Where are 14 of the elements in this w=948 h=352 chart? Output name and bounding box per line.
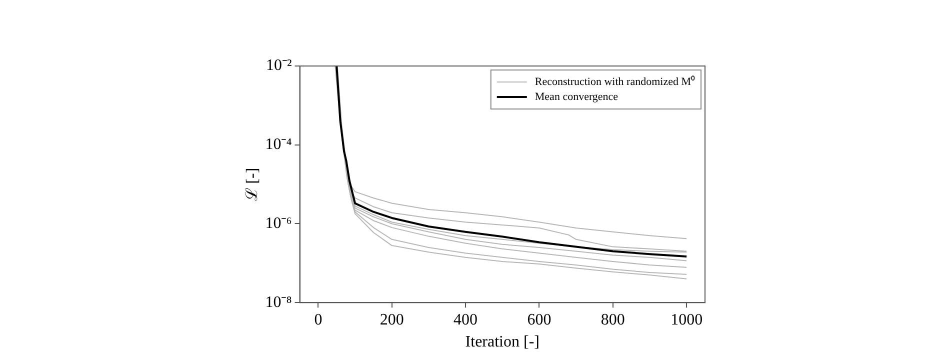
y-tick-label: 10⁻⁶ xyxy=(265,214,292,232)
y-tick-label: 10⁻⁸ xyxy=(265,294,292,311)
y-tick-label: 10⁻² xyxy=(266,57,292,74)
x-tick-label: 200 xyxy=(380,311,404,328)
x-tick-label: 400 xyxy=(454,311,478,328)
x-axis-title: Iteration [-] xyxy=(465,334,540,351)
x-tick-label: 800 xyxy=(600,311,625,328)
x-tick-label: 1000 xyxy=(670,311,703,328)
y-axis-title: ℒ [-] xyxy=(244,168,261,201)
y-tick-label: 10⁻⁴ xyxy=(265,136,292,154)
legend-label: Mean convergence xyxy=(534,90,618,103)
x-tick-label: 600 xyxy=(527,311,552,328)
x-tick-label: 0 xyxy=(314,311,322,328)
legend-label: Reconstruction with randomized M⁰ xyxy=(534,74,696,88)
